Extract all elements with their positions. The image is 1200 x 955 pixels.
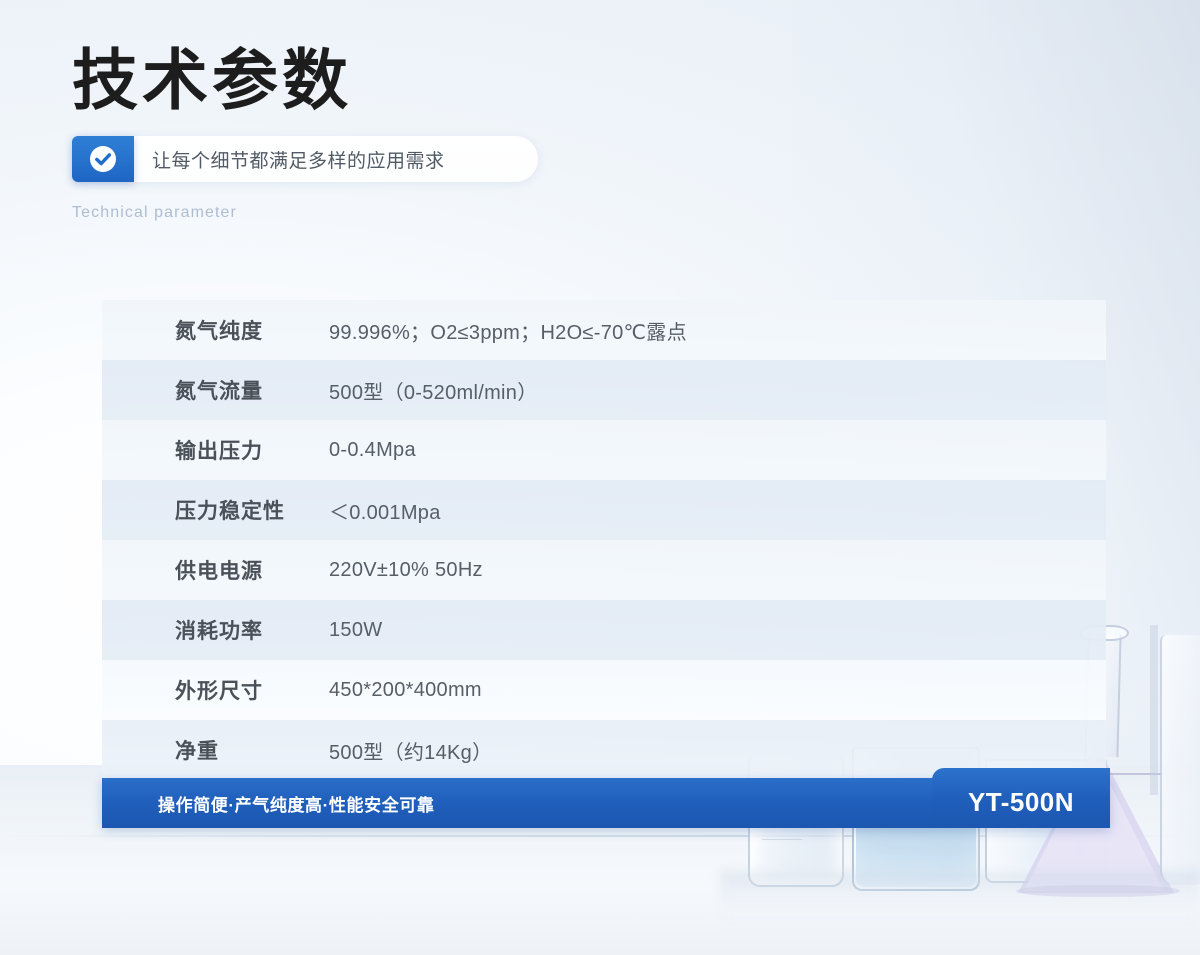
spec-value: 220V±10% 50Hz [329, 558, 483, 581]
table-row: 压力稳定性 ＜0.001Mpa [102, 480, 1106, 540]
table-row: 供电电源 220V±10% 50Hz [102, 540, 1106, 600]
table-row: 氮气纯度 99.996%；O2≤3ppm；H2O≤-70℃露点 [102, 300, 1106, 360]
spec-value: 500型（约14Kg） [329, 741, 493, 764]
model-name: YT-500N [967, 786, 1075, 817]
tagline-text: 让每个细节都满足多样的应用需求 [152, 150, 445, 172]
spec-label: 输出压力 [175, 440, 263, 463]
spec-label: 氮气纯度 [175, 320, 263, 343]
flask-base-shadow [1016, 885, 1180, 897]
table-row: 外形尺寸 450*200*400mm [102, 660, 1106, 720]
spec-label: 供电电源 [175, 560, 263, 583]
spec-table: 氮气纯度 99.996%；O2≤3ppm；H2O≤-70℃露点 氮气流量 500… [102, 300, 1106, 780]
bench-reflection [720, 871, 1200, 927]
spec-value: 150W [329, 618, 383, 641]
tagline-banner: 让每个细节都满足多样的应用需求 [72, 136, 538, 182]
test-tube-icon [1160, 635, 1200, 885]
spec-value: 450*200*400mm [329, 678, 482, 701]
spec-label: 压力稳定性 [175, 500, 285, 523]
page-header: 技术参数 让每个细节都满足多样的应用需求 Technical parameter [72, 48, 538, 222]
footer-features: 操作简便·产气纯度高·性能安全可靠 [158, 795, 435, 815]
tagline-pill-background [72, 136, 538, 182]
table-row: 氮气流量 500型（0-520ml/min） [102, 360, 1106, 420]
spec-value: 99.996%；O2≤3ppm；H2O≤-70℃露点 [329, 321, 687, 344]
spec-value: 500型（0-520ml/min） [329, 381, 538, 404]
page-title: 技术参数 [72, 42, 352, 119]
model-badge: YT-500N [932, 768, 1110, 828]
spec-value: 0-0.4Mpa [329, 438, 416, 461]
table-row: 消耗功率 150W [102, 600, 1106, 660]
spec-label: 外形尺寸 [175, 680, 263, 703]
spec-label: 氮气流量 [175, 380, 263, 403]
lab-bench-edge [0, 835, 1200, 837]
spec-label: 净重 [175, 740, 219, 763]
spec-label: 消耗功率 [175, 620, 263, 643]
footer-bar: 操作简便·产气纯度高·性能安全可靠 YT-500N [102, 768, 1110, 828]
spec-value: ＜0.001Mpa [329, 501, 441, 524]
subtitle-english: Technical parameter [72, 204, 237, 221]
check-circle-icon [72, 136, 134, 182]
test-tube-secondary [1150, 625, 1158, 795]
table-row: 输出压力 0-0.4Mpa [102, 420, 1106, 480]
